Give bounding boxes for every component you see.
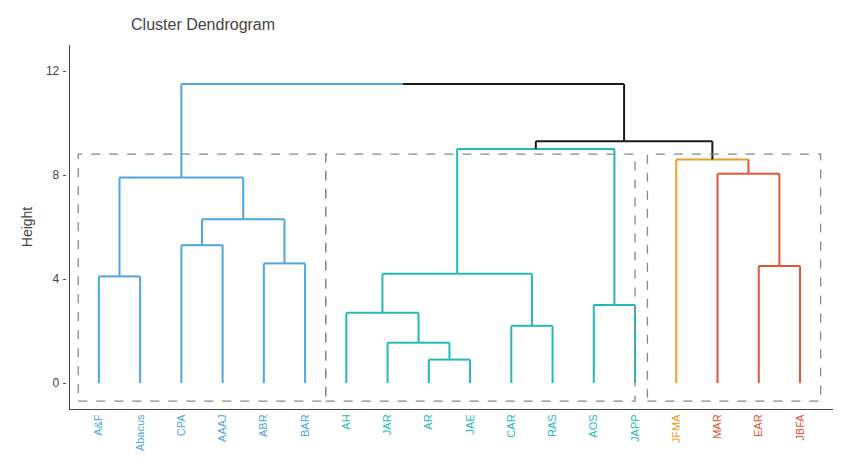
- svg-text:4 -: 4 -: [53, 272, 67, 286]
- svg-text:8 -: 8 -: [53, 168, 67, 182]
- svg-text:RAS: RAS: [546, 414, 558, 437]
- svg-text:JFMA: JFMA: [670, 414, 682, 443]
- svg-text:AAAJ: AAAJ: [216, 414, 228, 442]
- svg-text:ABR: ABR: [257, 414, 269, 437]
- svg-text:AR: AR: [422, 414, 434, 429]
- svg-text:Abacus: Abacus: [134, 414, 146, 451]
- svg-text:AOS: AOS: [587, 414, 599, 437]
- svg-text:12 -: 12 -: [46, 64, 67, 78]
- svg-text:JAPP: JAPP: [629, 414, 641, 442]
- svg-text:JAR: JAR: [381, 414, 393, 435]
- svg-text:CAR: CAR: [505, 414, 517, 437]
- svg-text:Height: Height: [19, 207, 35, 248]
- svg-text:BAR: BAR: [299, 414, 311, 437]
- svg-text:CPA: CPA: [175, 414, 187, 436]
- svg-text:JAE: JAE: [464, 414, 476, 434]
- svg-text:AH: AH: [340, 414, 352, 429]
- svg-text:JBFA: JBFA: [794, 414, 806, 441]
- svg-text:A&F: A&F: [92, 414, 104, 436]
- svg-text:MAR: MAR: [711, 414, 723, 439]
- svg-text:Cluster Dendrogram: Cluster Dendrogram: [131, 16, 275, 33]
- svg-text:EAR: EAR: [752, 414, 764, 437]
- svg-text:0 -: 0 -: [53, 376, 67, 390]
